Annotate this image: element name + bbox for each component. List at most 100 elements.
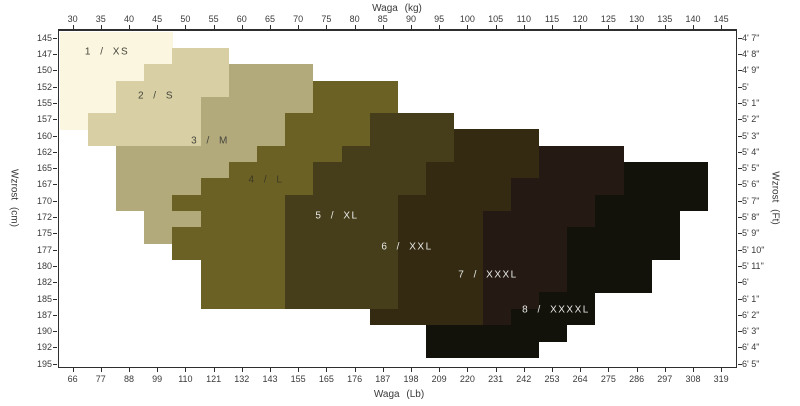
size-region-cell-3 — [228, 80, 314, 97]
size-region-cell-3 — [115, 194, 173, 212]
tickmark — [53, 119, 57, 121]
tickmark — [298, 368, 300, 372]
left-tick-label: 190 — [36, 326, 52, 337]
tickmark — [129, 368, 130, 372]
top-tick-label: 35 — [95, 14, 106, 24]
top-tick-label: 130 — [629, 14, 645, 24]
tickmark — [326, 368, 328, 372]
left-tick-label: 152 — [36, 81, 52, 92]
tickmark — [738, 314, 742, 316]
tickmark — [411, 368, 412, 372]
tickmark — [738, 70, 742, 72]
top-tick-label: 65 — [264, 14, 276, 24]
tickmark — [53, 298, 57, 300]
size-region-cell-5 — [285, 276, 399, 293]
size-region-cell-2 — [115, 96, 201, 114]
top-tick-label: 100 — [459, 14, 475, 24]
size-region-label-1: 1 / XS — [84, 46, 130, 58]
tickmark — [213, 368, 215, 372]
size-region-cell-5 — [285, 194, 399, 212]
left-tick-label: 170 — [36, 195, 52, 206]
size-region-cell-3 — [200, 129, 286, 146]
left-tick-label: 147 — [36, 49, 52, 60]
tickmark — [552, 368, 553, 372]
right-tick-label: 6' — [742, 277, 749, 288]
bottom-tick-label: 209 — [431, 374, 447, 384]
left-tick-label: 182 — [36, 277, 52, 288]
tickmark — [53, 102, 57, 104]
size-region-cell-6 — [397, 243, 483, 260]
tickmark — [354, 368, 356, 372]
right-tick-label: 5' 8" — [742, 212, 760, 223]
top-tick-label: 110 — [516, 14, 531, 24]
tickmark — [495, 368, 497, 372]
left-tick-label: 175 — [36, 228, 52, 239]
tickmark — [738, 298, 742, 300]
tickmark — [298, 25, 300, 29]
bottom-tick-label: 176 — [347, 374, 363, 384]
right-tick-label: 5' 3" — [742, 130, 760, 141]
tickmark — [608, 25, 610, 29]
left-tick-label: 177 — [36, 244, 52, 255]
right-axis-title: Wzrost (Ft) — [769, 171, 781, 225]
bottom-tick-label: 286 — [629, 374, 645, 384]
size-region-cell-1 — [59, 96, 117, 114]
left-tick-label: 187 — [36, 309, 52, 320]
top-tick-label: 90 — [405, 14, 417, 24]
top-tick-label: 50 — [180, 14, 191, 24]
tickmark — [738, 54, 742, 56]
tickmark — [608, 368, 610, 372]
size-region-cell-4 — [200, 276, 286, 293]
size-region-label-6: 6 / XXL — [381, 241, 433, 253]
size-region-cell-8 — [567, 227, 681, 244]
tickmark — [382, 25, 384, 29]
size-region-cell-6 — [397, 194, 511, 212]
tickmark — [738, 233, 742, 235]
top-tick-label: 145 — [713, 14, 729, 24]
size-region-cell-6 — [426, 178, 511, 195]
bottom-tick-label: 165 — [318, 374, 334, 384]
size-region-cell-7 — [482, 210, 596, 228]
right-tick-label: 5' 5" — [742, 163, 760, 174]
top-tick-label: 45 — [152, 14, 163, 24]
top-tick-label: 120 — [572, 14, 588, 24]
top-tick-label: 140 — [685, 14, 701, 24]
tickmark — [580, 368, 582, 372]
bottom-tick-label: 220 — [459, 374, 475, 384]
tickmark — [213, 25, 215, 29]
bottom-tick-label: 187 — [375, 374, 391, 384]
tickmark — [738, 184, 742, 186]
tickmark — [53, 200, 57, 202]
size-region-cell-7 — [482, 227, 568, 244]
size-region-cell-4 — [285, 129, 370, 146]
size-region-cell-1 — [59, 113, 88, 130]
size-region-cell-8 — [426, 325, 568, 342]
right-tick-label: 4' 7" — [742, 32, 760, 43]
size-region-cell-3 — [144, 227, 173, 244]
tickmark — [185, 368, 187, 372]
top-tick-label: 75 — [321, 14, 332, 24]
size-region-cell-6 — [454, 129, 540, 146]
size-region-cell-4 — [200, 292, 286, 309]
tickmark — [495, 25, 497, 29]
right-tick-label: 6' 4" — [742, 342, 760, 353]
tickmark — [53, 168, 57, 170]
tickmark — [53, 233, 57, 235]
tickmark — [738, 249, 742, 251]
tickmark — [738, 135, 742, 137]
bottom-tick-label: 110 — [178, 374, 193, 384]
size-region-cell-4 — [172, 227, 286, 244]
size-region-cell-4 — [228, 162, 314, 179]
tickmark — [738, 86, 742, 88]
right-tick-label: 5' — [742, 81, 749, 92]
tickmark — [467, 25, 469, 29]
plot-area: 1 / XS 2 / S 3 / M 4 / L 5 / XL 6 / XXL 7 / XX… — [58, 29, 737, 368]
right-tick-label: 6' 2" — [742, 309, 760, 320]
size-region-cell-3 — [144, 210, 201, 228]
right-tick-label: 6' 5" — [742, 358, 760, 369]
left-tick-label: 160 — [36, 130, 52, 141]
size-region-cell-7 — [538, 145, 624, 163]
size-region-label-5: 5 / XL — [315, 210, 359, 222]
tickmark — [382, 368, 384, 372]
size-region-cell-3 — [115, 145, 258, 163]
